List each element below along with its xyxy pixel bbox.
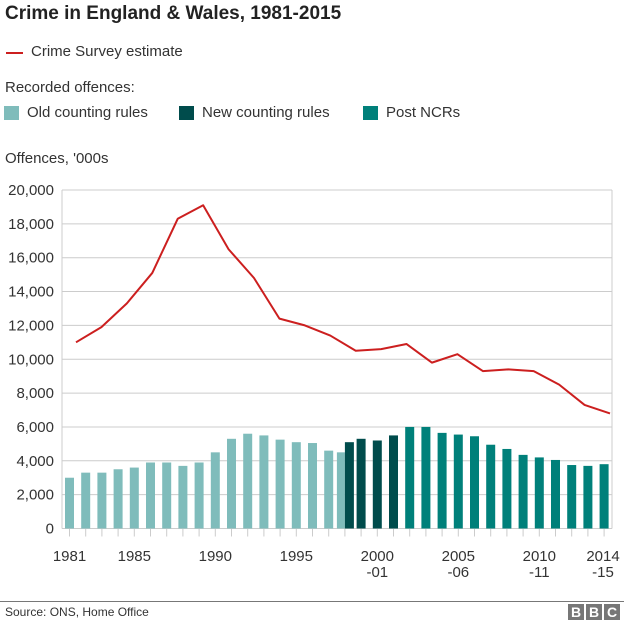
bar	[178, 465, 188, 529]
bar	[113, 469, 123, 529]
bar	[162, 462, 172, 529]
x-tick-label: 1995	[280, 548, 313, 565]
bar	[81, 472, 91, 529]
bar	[308, 443, 317, 529]
bar	[486, 444, 496, 529]
survey-line	[75, 204, 611, 415]
bar	[534, 457, 544, 529]
y-tick-label: 12,000	[8, 317, 54, 334]
y-tick-label: 6,000	[16, 419, 54, 436]
y-tick-label: 10,000	[8, 351, 54, 368]
bar	[65, 477, 74, 529]
y-tick-label: 4,000	[16, 453, 54, 470]
bar	[243, 433, 253, 529]
chart-plot: 0 2,000 4,000 6,000 8,000 10,000 12,000 14,000 1…	[8, 182, 620, 581]
y-tick-label: 18,000	[8, 216, 54, 233]
bar	[275, 439, 285, 529]
x-tick-label: 2000	[361, 548, 394, 565]
bar	[194, 462, 204, 529]
source-note: Source: ONS, Home Office	[5, 605, 149, 619]
bar	[453, 434, 463, 529]
legend-heading: Recorded offences:	[5, 79, 135, 96]
y-axis-label: Offences, '000s	[5, 150, 109, 167]
x-tick-label: 2005	[442, 548, 475, 565]
x-tick-label: 2010	[523, 548, 556, 565]
bar	[324, 450, 334, 529]
legend-line-swatch	[6, 52, 23, 54]
y-tick-label: 16,000	[8, 250, 54, 267]
bar	[97, 472, 107, 529]
bar	[437, 432, 447, 529]
x-tick-label: 1990	[199, 548, 232, 565]
legend-new-label: New counting rules	[202, 104, 330, 121]
x-tick-label-line2: -01	[366, 564, 388, 581]
legend-post-label: Post NCRs	[386, 104, 461, 121]
bar	[567, 465, 577, 529]
bar	[336, 452, 345, 529]
bar	[227, 438, 236, 529]
x-tick-label: 2014	[586, 548, 619, 565]
chart-title: Crime in England & Wales, 1981-2015	[5, 3, 342, 24]
bar	[372, 440, 382, 529]
bar	[502, 448, 512, 529]
legend-swatch-old	[4, 106, 19, 120]
x-tick-label: 1981	[53, 548, 86, 565]
bar	[518, 454, 528, 529]
bar	[551, 459, 560, 529]
bar	[405, 426, 415, 529]
legend-swatch-new	[179, 106, 194, 120]
bar	[291, 442, 301, 529]
bar	[599, 464, 609, 529]
bar	[259, 435, 269, 529]
legend-survey-label: Crime Survey estimate	[31, 43, 183, 60]
legend-swatch-post	[363, 106, 378, 120]
y-tick-label: 2,000	[16, 487, 54, 504]
x-tick-label-line2: -06	[447, 564, 469, 581]
x-tick-label-line2: -11	[529, 564, 550, 581]
y-tick-label: 20,000	[8, 182, 54, 199]
bar	[421, 426, 431, 529]
bar	[146, 462, 155, 529]
bar	[583, 465, 593, 529]
y-tick-label: 14,000	[8, 284, 54, 301]
y-tick-label: 8,000	[16, 385, 54, 402]
bar	[389, 435, 398, 529]
bar	[210, 452, 220, 529]
footer-divider	[0, 601, 624, 602]
bar	[129, 467, 139, 529]
x-tick-label: 1985	[118, 548, 151, 565]
x-tick-label-line2: -15	[592, 564, 614, 581]
bar	[470, 436, 479, 529]
legend-old-label: Old counting rules	[27, 104, 148, 121]
y-tick-label: 0	[46, 521, 54, 538]
bar	[356, 438, 366, 529]
bar	[344, 442, 354, 529]
